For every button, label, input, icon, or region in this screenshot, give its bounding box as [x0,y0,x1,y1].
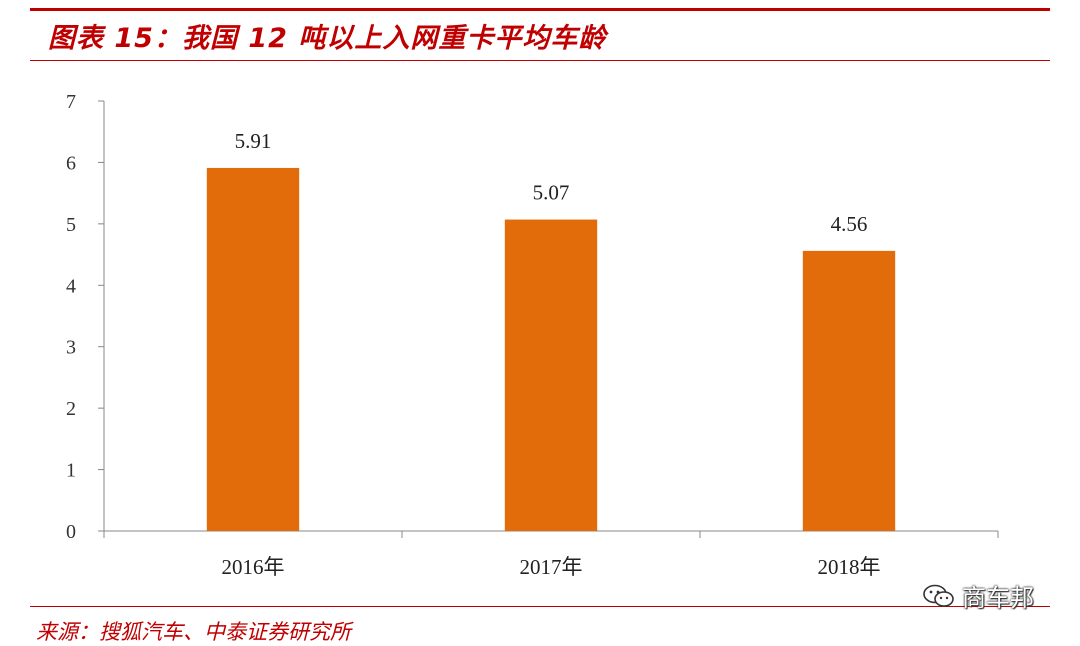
source-note: 来源：搜狐汽车、中泰证券研究所 [36,620,351,644]
bar-chart: 0 1 2 3 4 5 6 7 2016年 2017年 2018年 5.91 5.07 4.56 [66,91,999,579]
data-labels: 5.91 5.07 4.56 [235,129,868,236]
chart-title: 图表 15：我国 12 吨以上入网重卡平均车龄 [48,23,607,54]
top-rule [30,8,1050,11]
data-label: 4.56 [831,212,868,236]
y-tick-label: 7 [66,91,76,113]
x-tick-label: 2018年 [818,555,881,579]
footer-rule [30,606,1050,607]
bars [206,167,896,532]
y-tick-label: 0 [66,521,76,543]
x-axis: 2016年 2017年 2018年 [103,530,999,579]
y-axis: 0 1 2 3 4 5 6 7 [66,91,105,543]
data-label: 5.91 [235,129,272,153]
wechat-icon [923,584,954,607]
y-tick-label: 4 [66,275,76,297]
watermark: 商车邦 [922,578,1034,613]
x-tick-label: 2017年 [520,555,583,579]
title-rule [30,60,1050,61]
y-tick-label: 2 [66,398,76,420]
bar [206,167,300,531]
x-tick-label: 2016年 [222,555,285,579]
bar [504,219,598,532]
watermark-text: 商车邦 [962,584,1034,612]
bar [802,250,896,531]
y-tick-label: 1 [66,460,76,482]
y-tick-label: 3 [66,337,76,359]
data-label: 5.07 [533,181,570,205]
y-tick-label: 6 [66,152,76,174]
y-tick-label: 5 [66,214,76,236]
